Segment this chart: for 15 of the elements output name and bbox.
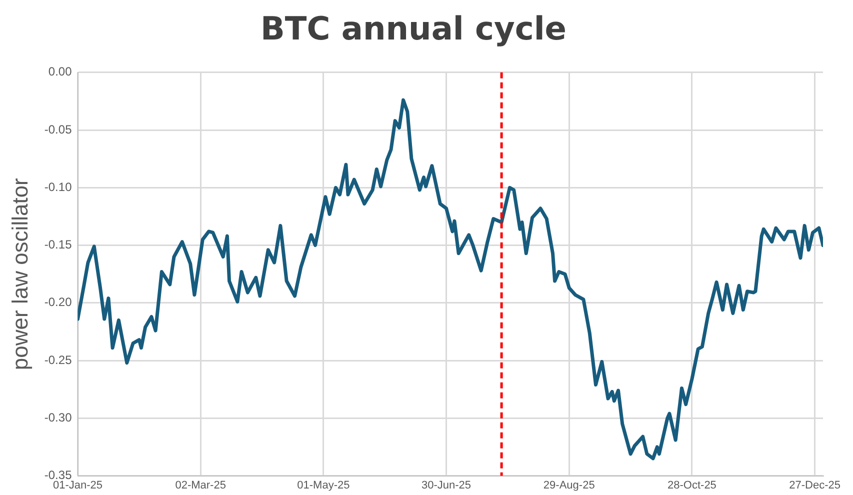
x-tick-label: 27-Dec-25 [789,479,840,492]
x-tick-label: 02-Mar-25 [175,479,226,492]
y-tick-label: -0.05 [44,122,72,136]
y-tick-label: -0.25 [44,352,72,367]
chart-title: BTC annual cycle [260,10,566,48]
y-tick-label: -0.30 [44,410,72,424]
x-tick-label: 01-May-25 [297,479,350,492]
y-axis-title: power law oscillator [7,178,32,370]
y-tick-label: -0.10 [44,180,72,194]
x-tick-label: 28-Oct-25 [668,479,716,492]
y-tick-label: 0.00 [48,64,72,79]
y-tick-label: -0.20 [44,295,72,310]
y-tick-label: -0.15 [44,238,72,252]
x-tick-label: 29-Aug-25 [543,479,595,492]
x-tick-label: 30-Jun-25 [422,479,472,492]
